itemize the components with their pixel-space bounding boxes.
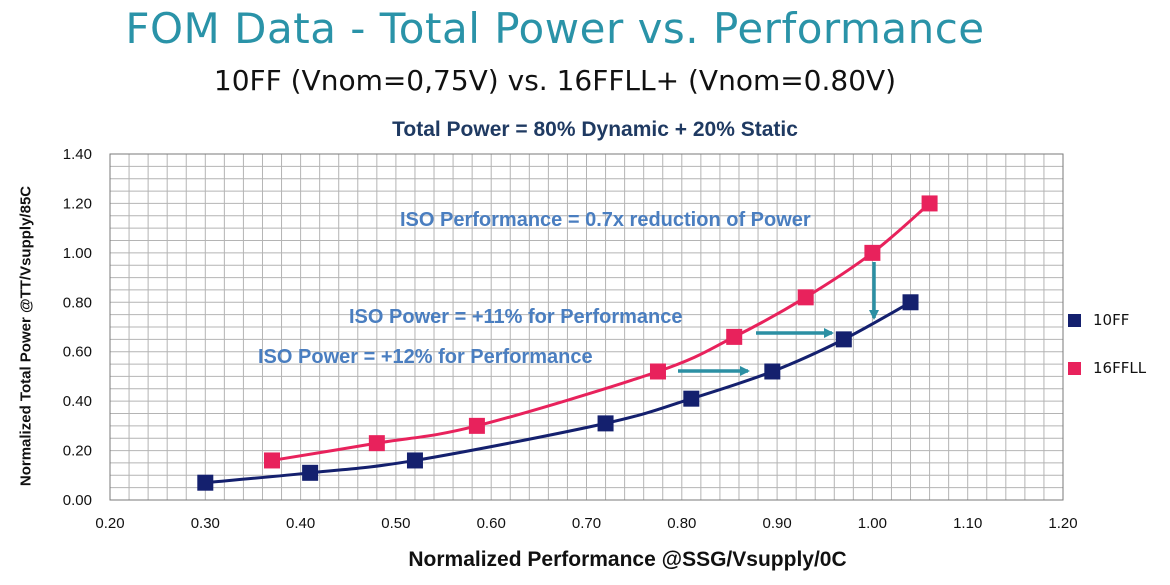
legend-label-16ffll: 16FFLL [1093, 359, 1147, 377]
data-point-10ff [197, 474, 214, 491]
data-point-10ff [835, 331, 852, 348]
x-tick-label: 1.00 [858, 515, 887, 532]
chart-title: Total Power = 80% Dynamic + 20% Static [392, 118, 798, 141]
chart-series [197, 195, 938, 491]
annotation-arrows [678, 262, 879, 376]
x-axis-label: Normalized Performance @SSG/Vsupply/0C [408, 548, 847, 571]
y-tick-label: 0.60 [63, 344, 92, 361]
x-tick-label: 0.70 [572, 515, 601, 532]
data-point-10ff [302, 464, 319, 481]
page-title: FOM Data - Total Power vs. Performance [125, 4, 985, 53]
x-tick-label: 0.60 [477, 515, 506, 532]
legend-marker-10ff [1068, 313, 1081, 327]
data-point-16ffll [797, 289, 814, 306]
x-tick-label: 0.50 [381, 515, 410, 532]
data-point-10ff [902, 294, 919, 311]
data-point-10ff [597, 415, 614, 432]
annotation-iso-performance: ISO Performance = 0.7x reduction of Powe… [400, 209, 811, 231]
y-tick-label: 1.20 [63, 195, 92, 212]
page-subtitle: 10FF (Vnom=0,75V) vs. 16FFLL+ (Vnom=0.80… [213, 64, 897, 97]
y-tick-label: 1.40 [63, 146, 92, 163]
x-tick-label: 0.90 [762, 515, 791, 532]
chart-grid [109, 153, 1064, 501]
data-point-10ff [406, 452, 423, 469]
legend-item-10ff: 10FF [1068, 310, 1168, 330]
y-tick-label: 0.00 [63, 492, 92, 509]
legend: 10FF 16FFLL [1068, 310, 1168, 378]
data-point-10ff [764, 363, 781, 380]
y-tick-label: 0.20 [63, 443, 92, 460]
y-tick-label: 1.00 [63, 245, 92, 262]
annotation-iso-power-12: ISO Power = +12% for Performance [258, 346, 593, 368]
x-axis-ticks: 0.20 0.30 0.40 0.50 0.60 0.70 0.80 0.90 1.00 1.10… [95, 515, 1077, 532]
data-point-16ffll [468, 417, 485, 434]
data-point-16ffll [921, 195, 938, 212]
y-tick-label: 0.80 [63, 294, 92, 311]
data-point-16ffll [726, 328, 743, 345]
x-tick-label: 0.80 [667, 515, 696, 532]
legend-label-10ff: 10FF [1093, 311, 1130, 329]
data-point-16ffll [368, 435, 385, 452]
data-point-16ffll [864, 244, 881, 261]
data-point-16ffll [649, 363, 666, 380]
y-tick-label: 0.40 [63, 393, 92, 410]
x-tick-label: 1.10 [953, 515, 982, 532]
x-tick-label: 0.20 [95, 515, 124, 532]
legend-marker-16ffll [1068, 361, 1081, 375]
data-point-10ff [683, 390, 700, 407]
x-tick-label: 0.30 [191, 515, 220, 532]
x-tick-label: 1.20 [1048, 515, 1077, 532]
y-axis-label: Normalized Total Power @TT/Vsupply/85C [17, 185, 35, 487]
x-tick-label: 0.40 [286, 515, 315, 532]
data-point-16ffll [264, 452, 281, 469]
annotation-iso-power-11: ISO Power = +11% for Performance [349, 306, 683, 328]
y-axis-ticks: 0.00 0.20 0.40 0.60 0.80 1.00 1.20 1.40 [63, 146, 92, 509]
legend-item-16ffll: 16FFLL [1068, 358, 1168, 378]
series-line-10ff [205, 300, 912, 485]
plot-frame [109, 153, 1064, 501]
